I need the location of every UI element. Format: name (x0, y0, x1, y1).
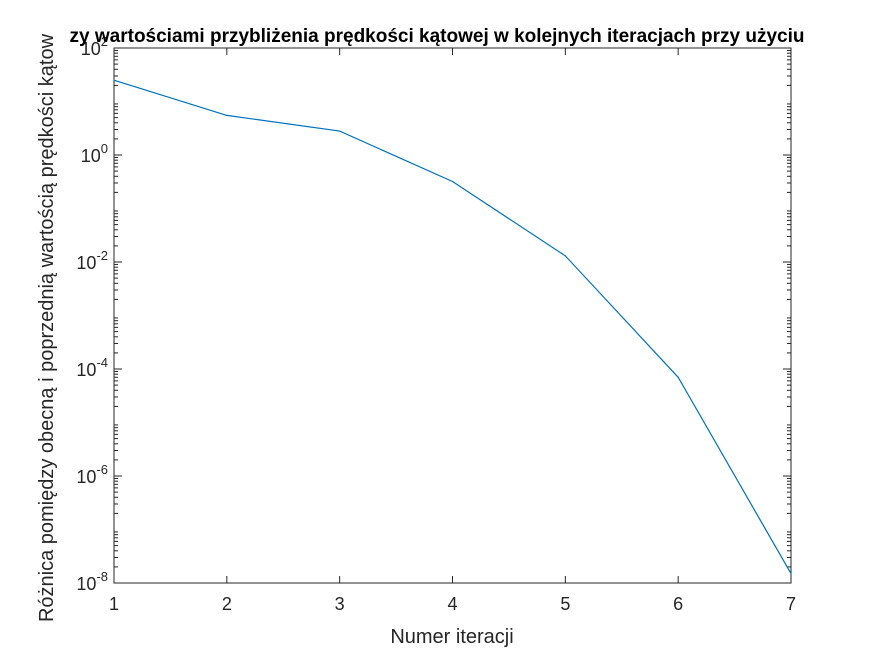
data-point (113, 79, 115, 81)
x-tick-label: 4 (447, 594, 457, 614)
data-point (677, 376, 679, 378)
series-layer (113, 79, 792, 575)
x-axis-label: Numer iteracji (390, 626, 513, 648)
x-tick-label: 1 (109, 594, 119, 614)
x-tick-label: 5 (560, 594, 570, 614)
x-tick-label: 2 (222, 594, 232, 614)
x-tick-label: 7 (786, 594, 796, 614)
chart-title: zy wartościami przybliżenia prędkości ką… (70, 26, 805, 47)
data-point (564, 255, 566, 257)
x-tick-label: 3 (335, 594, 345, 614)
plot-area (113, 47, 792, 584)
data-point (790, 572, 792, 575)
axes-box (113, 47, 792, 584)
x-axis-ticks: 1 2 3 4 5 6 7 (109, 48, 796, 614)
data-point (226, 114, 228, 116)
y-axis-label: Różnica pomiędzy obecną i poprzednią war… (36, 33, 58, 622)
data-point (451, 180, 454, 183)
x-tick-label: 6 (673, 594, 683, 614)
data-point (339, 130, 341, 132)
